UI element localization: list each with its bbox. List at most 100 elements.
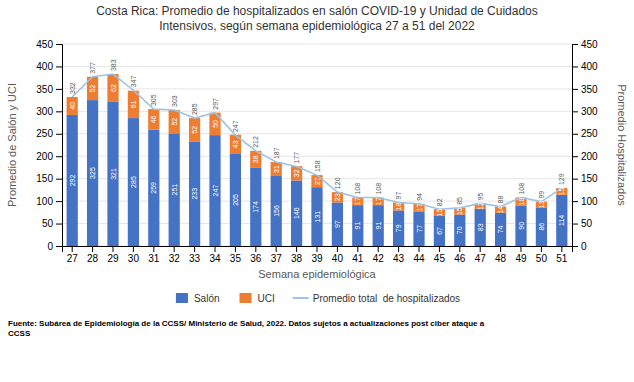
data-label: 347 — [130, 75, 137, 87]
y-tick-label: 200 — [36, 151, 53, 162]
x-tick-label: 32 — [169, 253, 181, 264]
y-tick: 50 — [42, 218, 62, 229]
x-tick-line — [113, 246, 114, 252]
grid-line — [62, 44, 572, 45]
data-label: 79 — [395, 224, 402, 232]
bar — [67, 115, 78, 246]
bar — [271, 176, 282, 246]
x-axis-line — [63, 247, 573, 253]
y2-tick-label: 100 — [581, 196, 598, 207]
y-tick: 0 — [47, 241, 62, 252]
y2-tick-label: 0 — [581, 241, 587, 252]
x-tick-label: 33 — [189, 253, 201, 264]
bar — [454, 215, 465, 246]
data-label: 43 — [232, 140, 239, 148]
x-tick-line — [459, 246, 460, 252]
x-tick-line — [255, 246, 256, 252]
y-tick-label: 300 — [36, 106, 53, 117]
x-tick: 29 — [107, 246, 119, 264]
y-axis-label: Promedio de Salón y UCI — [6, 83, 18, 207]
data-label: 38 — [252, 155, 259, 163]
bar — [352, 205, 363, 246]
bar — [495, 213, 506, 246]
data-label: 52 — [89, 84, 96, 92]
bar — [413, 211, 424, 246]
bar — [148, 109, 159, 130]
data-label: 129 — [558, 173, 565, 185]
x-tick: 46 — [454, 246, 466, 264]
y2-axis: 050100150200250300350400450 — [572, 39, 598, 252]
x-tick-line — [133, 246, 134, 252]
footnote-line: Fuente: Subárea de Epidemiología de la C… — [8, 319, 485, 328]
x-tick: 34 — [209, 246, 221, 264]
x-tick: 48 — [495, 246, 507, 264]
x-tick-line — [296, 246, 297, 252]
data-label: 158 — [314, 160, 321, 172]
y2-tick-line — [572, 201, 578, 202]
data-label: 15 — [436, 209, 443, 217]
x-tick: 27 — [67, 246, 79, 264]
data-label: 62 — [110, 84, 117, 92]
data-label: 325 — [89, 167, 96, 179]
x-tick-label: 48 — [495, 253, 507, 264]
data-label: 67 — [436, 227, 443, 235]
marks — [67, 74, 568, 246]
x-tick: 39 — [311, 246, 323, 264]
data-label: 18 — [395, 203, 402, 211]
data-label: 15 — [456, 207, 463, 215]
y2-tick: 300 — [572, 106, 598, 117]
x-tick-line — [276, 246, 277, 252]
x-tick: 28 — [87, 246, 99, 264]
y-axis-line — [56, 45, 63, 247]
x-tick-line — [92, 246, 93, 252]
data-label: 97 — [334, 220, 341, 228]
x-tick-label: 46 — [454, 253, 466, 264]
y-tick-label: 350 — [36, 84, 53, 95]
x-tick: 32 — [169, 246, 181, 264]
data-label: 14 — [497, 206, 504, 214]
y2-tick: 100 — [572, 196, 598, 207]
x-tick-label: 28 — [87, 253, 99, 264]
bar — [230, 154, 241, 246]
bar — [352, 198, 363, 206]
bar — [495, 206, 506, 212]
data-label: 131 — [314, 211, 321, 223]
bar — [67, 97, 78, 115]
data-label: 383 — [110, 59, 117, 71]
bar — [475, 209, 486, 246]
x-tick: 45 — [434, 246, 446, 264]
x-tick: 40 — [332, 246, 344, 264]
y-tick-line — [56, 201, 62, 202]
bar — [332, 202, 343, 246]
x-tick-line — [235, 246, 236, 252]
y-tick: 300 — [36, 106, 62, 117]
bar-series — [67, 74, 568, 216]
data-label: 247 — [232, 120, 239, 132]
subtitle: Intensivos, según semana epidemiológica … — [159, 19, 475, 33]
x-tick-label: 38 — [291, 253, 303, 264]
y-tick: 350 — [36, 84, 62, 95]
y-tick-label: 400 — [36, 61, 53, 72]
y2-tick: 50 — [572, 218, 593, 229]
data-label: 94 — [416, 193, 423, 201]
x-tick-label: 47 — [475, 253, 487, 264]
data-label: 114 — [558, 215, 565, 226]
y2-tick-line — [572, 111, 578, 112]
x-tick-label: 37 — [271, 253, 283, 264]
x-tick-label: 50 — [536, 253, 548, 264]
x-tick-line — [398, 246, 399, 252]
x-tick-line — [317, 246, 318, 252]
data-label: 233 — [191, 188, 198, 200]
data-label: 91 — [375, 222, 382, 230]
x-axis: 2728293031323334353637383940414243444546… — [63, 246, 573, 264]
y2-tick: 400 — [572, 61, 598, 72]
data-label: 108 — [354, 183, 361, 195]
x-tick-line — [378, 246, 379, 252]
data-label: 27 — [314, 177, 321, 185]
data-label: 108 — [518, 183, 525, 195]
data-label: 377 — [89, 62, 96, 74]
data-label: 18 — [518, 198, 525, 206]
y-tick-line — [56, 246, 62, 247]
y-tick-line — [56, 66, 62, 67]
x-tick: 41 — [352, 246, 364, 264]
